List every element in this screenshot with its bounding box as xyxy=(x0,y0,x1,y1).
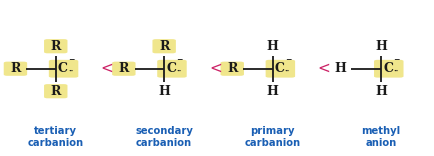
Text: C: C xyxy=(58,62,68,75)
Text: C: C xyxy=(166,62,176,75)
Text: secondary
carbanion: secondary carbanion xyxy=(135,126,193,148)
Text: R: R xyxy=(50,85,61,98)
FancyBboxPatch shape xyxy=(44,39,67,53)
FancyBboxPatch shape xyxy=(49,60,78,78)
Text: ··: ·· xyxy=(284,66,289,74)
Text: ··: ·· xyxy=(176,66,181,74)
Text: C: C xyxy=(382,62,392,75)
FancyBboxPatch shape xyxy=(157,60,186,78)
Text: C: C xyxy=(274,62,284,75)
Text: H: H xyxy=(374,85,386,98)
Text: H: H xyxy=(158,85,170,98)
Text: H: H xyxy=(334,62,346,75)
Text: R: R xyxy=(118,62,129,75)
Text: R: R xyxy=(158,40,169,53)
Text: H: H xyxy=(266,40,278,53)
Text: <: < xyxy=(317,61,329,76)
Text: ··: ·· xyxy=(392,66,398,74)
Text: R: R xyxy=(10,62,20,75)
Text: <: < xyxy=(208,61,221,76)
FancyBboxPatch shape xyxy=(265,60,294,78)
Text: <: < xyxy=(100,61,113,76)
Text: primary
carbanion: primary carbanion xyxy=(244,126,300,148)
Text: −: − xyxy=(284,56,290,64)
FancyBboxPatch shape xyxy=(112,62,135,76)
FancyBboxPatch shape xyxy=(373,60,403,78)
Text: ··: ·· xyxy=(68,66,73,74)
FancyBboxPatch shape xyxy=(220,62,243,76)
FancyBboxPatch shape xyxy=(44,84,67,98)
FancyBboxPatch shape xyxy=(4,62,27,76)
FancyBboxPatch shape xyxy=(152,39,175,53)
Text: tertiary
carbanion: tertiary carbanion xyxy=(28,126,84,148)
Text: methyl
anion: methyl anion xyxy=(361,126,400,148)
Text: R: R xyxy=(227,62,237,75)
Text: −: − xyxy=(68,56,74,64)
Text: −: − xyxy=(176,56,182,64)
Text: H: H xyxy=(374,40,386,53)
Text: R: R xyxy=(50,40,61,53)
Text: −: − xyxy=(392,56,398,64)
Text: H: H xyxy=(266,85,278,98)
